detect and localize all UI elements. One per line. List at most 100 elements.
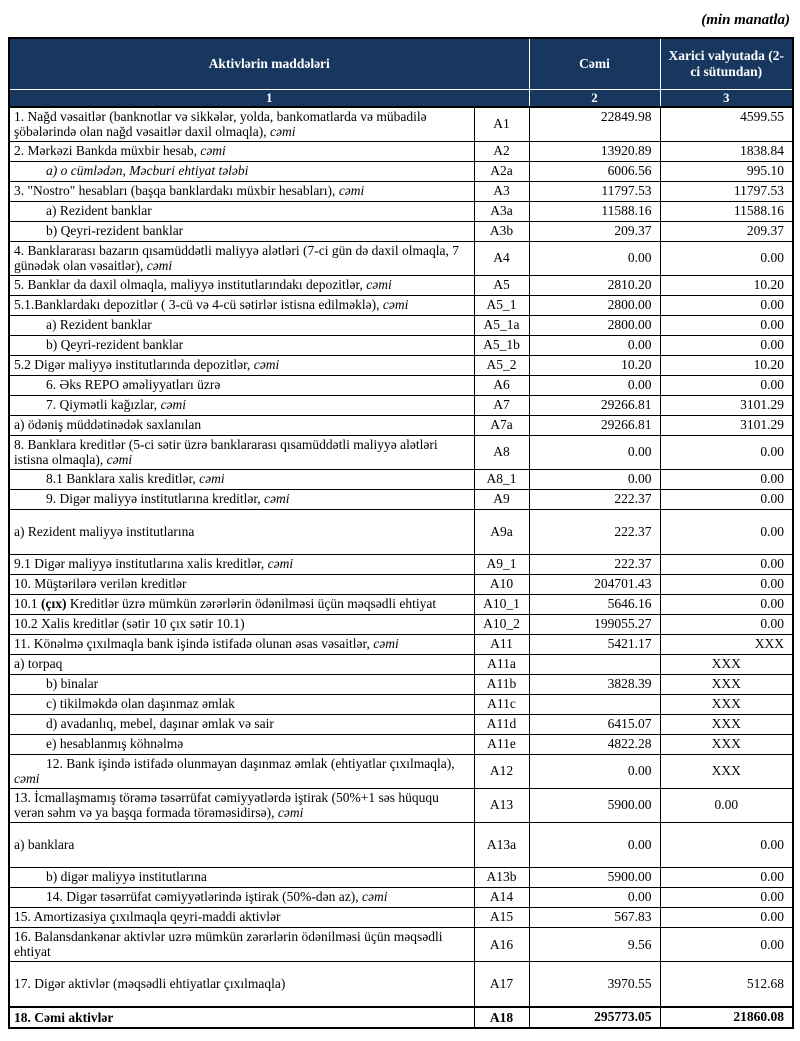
row-item-cell: a) ödəniş müddətinədək saxlanılan [8, 414, 475, 436]
table-row: b) Qeyri-rezident banklar A5_1b 0.00 0.00 [8, 334, 794, 356]
row-code-cell: A3a [473, 200, 530, 222]
table-row: 14. Digər təsərrüfat cəmiyyətlərində işt… [8, 886, 794, 908]
row-foreign-cell: 512.68 [659, 960, 794, 1008]
row-foreign-cell: 0.00 [659, 821, 794, 868]
row-foreign-cell: 0.00 [659, 553, 794, 575]
row-text-italic: cəmi [267, 556, 294, 572]
row-text-italic: cəmi [146, 258, 173, 274]
row-code-cell: A11a [473, 653, 530, 675]
row-foreign-cell: 209.37 [659, 220, 794, 242]
row-item-cell: a) banklara [8, 821, 475, 868]
row-total-cell: 0.00 [528, 374, 661, 396]
column-header-items: Aktivlərin maddələri [8, 37, 530, 90]
row-code-cell: A15 [473, 906, 530, 928]
row-code-cell: A6 [473, 374, 530, 396]
row-code-cell: A2a [473, 160, 530, 182]
row-total-cell: 2800.00 [528, 314, 661, 336]
table-row: 12. Bank işində istifadə olunmayan daşın… [8, 753, 794, 789]
row-text-italic: cəmi [264, 491, 290, 507]
row-text: a) Rezident maliyyə institutlarına [14, 523, 195, 539]
row-text-italic: cəmi [366, 277, 392, 293]
row-text: 7. Qiymətli kağızlar, [46, 397, 161, 413]
row-code-cell: A1 [473, 106, 530, 142]
row-item-cell: 13. İcmallaşmamış törəmə təsərrüfat cəmi… [8, 787, 475, 823]
row-foreign-cell: 0.00 [659, 468, 794, 490]
row-foreign-cell: 0.00 [659, 593, 794, 615]
row-text-italic: cəmi [277, 805, 304, 821]
table-row: 16. Balansdankənar aktivlər uzrə mümkün … [8, 926, 794, 962]
row-code-cell: A2 [473, 140, 530, 162]
row-code-cell: A5_1b [473, 334, 530, 356]
row-item-cell: 5. Banklar da daxil olmaqla, maliyyə ins… [8, 274, 475, 296]
row-code-cell: A13a [473, 821, 530, 868]
table-row: 18. Cəmi aktivlər A18 295773.05 21860.08 [8, 1005, 794, 1029]
row-total-cell: 567.83 [528, 906, 661, 928]
row-total-cell: 0.00 [528, 434, 661, 470]
row-foreign-cell: 0.00 [659, 926, 794, 962]
row-item-cell: 5.1.Banklardakı depozitlər ( 3-cü və 4-c… [8, 294, 475, 316]
row-code-cell: A11 [473, 633, 530, 655]
row-foreign-cell: XXX [659, 633, 794, 655]
row-item-cell: 14. Digər təsərrüfat cəmiyyətlərində işt… [8, 886, 475, 908]
row-item-cell: a) Rezident banklar [8, 314, 475, 336]
table-row: 10.1 (çıx) Kreditlər üzrə mümkün zərərlə… [8, 593, 794, 615]
row-total-cell: 199055.27 [528, 613, 661, 635]
row-item-cell: 7. Qiymətli kağızlar, cəmi [8, 394, 475, 416]
row-total-cell [528, 653, 661, 675]
row-text-italic: a) o cümlədən, Məcburi ehtiyat tələbi [46, 163, 249, 179]
row-text-italic: cəmi [270, 124, 296, 140]
table-row: e) hesablanmış köhnəlmə A11e 4822.28 XXX [8, 733, 794, 755]
header-row: Aktivlərin maddələri Cəmi Xarici valyuta… [8, 37, 794, 90]
row-total-cell: 29266.81 [528, 394, 661, 416]
table-row: 5.1.Banklardakı depozitlər ( 3-cü və 4-c… [8, 294, 794, 316]
row-total-cell: 222.37 [528, 508, 661, 555]
row-code-cell: A13 [473, 787, 530, 823]
row-foreign-cell: 10.20 [659, 354, 794, 376]
row-total-cell: 3970.55 [528, 960, 661, 1008]
row-foreign-cell: XXX [659, 733, 794, 755]
column-number-2: 2 [528, 88, 661, 108]
row-foreign-cell: XXX [659, 753, 794, 789]
table-row: d) avadanlıq, mebel, daşınar əmlak və sa… [8, 713, 794, 735]
table-row: 3. "Nostro" hesabları (başqa banklardakı… [8, 180, 794, 202]
column-number-3: 3 [659, 88, 794, 108]
row-foreign-cell: 0.00 [659, 294, 794, 316]
table-row: 9.1 Digər maliyyə institutlarına xalis k… [8, 553, 794, 575]
table-body: 1. Nağd vəsaitlər (banknotlar və sikkələ… [8, 106, 794, 1029]
table-row: 4. Banklararası bazarın qısamüddətli mal… [8, 240, 794, 276]
row-text-post: Kreditlər üzrə mümkün zərərlərin ödənilm… [66, 596, 437, 612]
row-item-cell: c) tikilməkdə olan daşınmaz əmlak [8, 693, 475, 715]
row-text-italic: cəmi [200, 143, 226, 159]
row-total-cell: 0.00 [528, 821, 661, 868]
row-item-cell: b) Qeyri-rezident banklar [8, 334, 475, 356]
row-text: 9.1 Digər maliyyə institutlarına xalis k… [14, 556, 268, 572]
row-code-cell: A10_2 [473, 613, 530, 635]
table-row: 17. Digər aktivlər (məqsədli ehtiyatlar … [8, 960, 794, 1008]
row-item-cell: 10.2 Xalis kreditlər (sətir 10 çıx sətir… [8, 613, 475, 635]
table-row: a) o cümlədən, Məcburi ehtiyat tələbi A2a… [8, 160, 794, 182]
row-foreign-cell: 0.00 [659, 613, 794, 635]
row-foreign-cell: 995.10 [659, 160, 794, 182]
row-item-cell: 17. Digər aktivlər (məqsədli ehtiyatlar … [8, 960, 475, 1008]
row-code-cell: A11b [473, 673, 530, 695]
table-row: 13. İcmallaşmamış törəmə təsərrüfat cəmi… [8, 787, 794, 823]
row-item-cell: 9. Digər maliyyə institutlarına kreditlə… [8, 488, 475, 510]
table-row: 10.2 Xalis kreditlər (sətir 10 çıx sətir… [8, 613, 794, 635]
row-text: 15. Amortizasiya çıxılmaqla qeyri-maddi … [14, 909, 281, 925]
row-item-cell: 15. Amortizasiya çıxılmaqla qeyri-maddi … [8, 906, 475, 928]
row-total-cell: 11797.53 [528, 180, 661, 202]
row-text: 10. Müştərilərə verilən kreditlər [14, 576, 187, 592]
row-total-cell: 6006.56 [528, 160, 661, 182]
row-foreign-cell: 0.00 [659, 866, 794, 888]
row-code-cell: A10 [473, 573, 530, 595]
row-text: c) tikilməkdə olan daşınmaz əmlak [46, 696, 235, 712]
assets-table: Aktivlərin maddələri Cəmi Xarici valyuta… [8, 37, 794, 1029]
row-text: 8. Banklara kreditlər (5-ci sətir üzrə b… [14, 436, 438, 468]
row-text: 1. Nağd vəsaitlər (banknotlar və sikkələ… [14, 108, 427, 140]
row-foreign-cell: 10.20 [659, 274, 794, 296]
row-code-cell: A12 [473, 753, 530, 789]
table-row: b) Qeyri-rezident banklar A3b 209.37 209.37 [8, 220, 794, 242]
row-foreign-cell: 11797.53 [659, 180, 794, 202]
row-total-cell: 2810.20 [528, 274, 661, 296]
row-foreign-cell: 3101.29 [659, 394, 794, 416]
